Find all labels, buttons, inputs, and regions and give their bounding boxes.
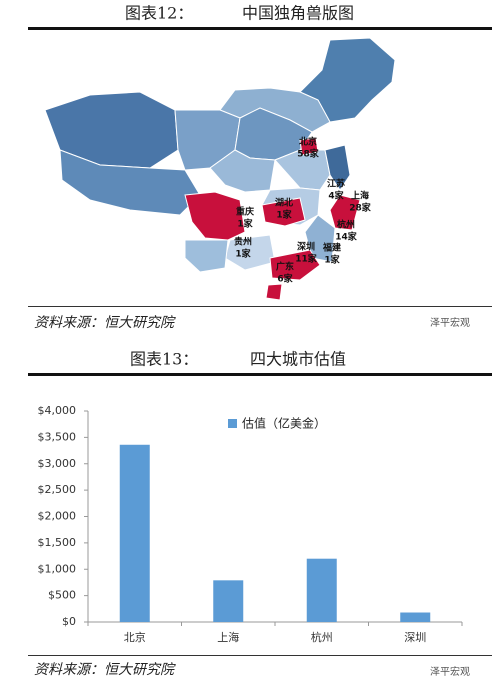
region-count: 28家 (349, 202, 372, 214)
region-name: 上海 (351, 190, 369, 202)
region-name: 杭州 (337, 219, 355, 231)
x-tick-label: 杭州 (311, 630, 333, 644)
region-count: 1家 (237, 218, 253, 230)
x-tick-label: 上海 (217, 630, 239, 644)
y-tick-label: $0 (62, 615, 76, 628)
rule (28, 27, 492, 30)
region-name: 重庆 (236, 206, 254, 218)
y-tick-label: $1,500 (38, 536, 77, 549)
region-count: 1家 (324, 254, 340, 266)
x-tick-label: 深圳 (404, 631, 426, 644)
region-name: 贵州 (234, 236, 252, 248)
legend-swatch (228, 419, 237, 428)
rule (28, 373, 492, 376)
region-count: 11家 (295, 253, 318, 265)
y-tick-label: $500 (48, 589, 76, 602)
region-count: 58家 (297, 148, 320, 160)
region-count: 6家 (277, 273, 293, 285)
y-tick-label: $3,000 (38, 457, 77, 470)
y-tick-label: $4,000 (38, 404, 77, 417)
bar (400, 612, 431, 622)
region-name: 广东 (276, 261, 294, 273)
region-count: 1家 (235, 248, 251, 260)
region-name: 江苏 (327, 178, 345, 190)
legend-label: 估值（亿美金） (242, 416, 326, 431)
figure-label: 图表12： (125, 4, 193, 23)
x-tick-label: 北京 (124, 630, 146, 644)
y-tick-label: $2,000 (38, 510, 77, 523)
y-tick-label: $2,500 (38, 483, 77, 496)
chart-title: 四大城市估值 (250, 350, 346, 369)
bar (306, 558, 337, 622)
region-name: 湖北 (275, 197, 293, 209)
china-map (44, 37, 396, 301)
region-name: 北京 (299, 136, 317, 148)
region-name: 福建 (322, 242, 342, 254)
figure-title: 中国独角兽版图 (242, 4, 354, 23)
figure-label: 图表13： (130, 350, 198, 369)
region-count: 14家 (335, 231, 358, 243)
y-tick-label: $1,000 (38, 562, 77, 575)
region-name: 深圳 (297, 241, 315, 253)
region-count: 4家 (328, 190, 344, 202)
source: 资料来源：恒大研究院 (34, 315, 176, 331)
watermark: 泽平宏观 (430, 665, 470, 678)
rule (28, 306, 492, 307)
region-count: 1家 (276, 209, 292, 221)
bar (119, 444, 150, 622)
y-tick-label: $3,500 (38, 430, 77, 443)
watermark: 泽平宏观 (430, 316, 470, 329)
rule (28, 655, 492, 656)
bar (213, 580, 244, 622)
source: 资料来源：恒大研究院 (34, 662, 176, 678)
